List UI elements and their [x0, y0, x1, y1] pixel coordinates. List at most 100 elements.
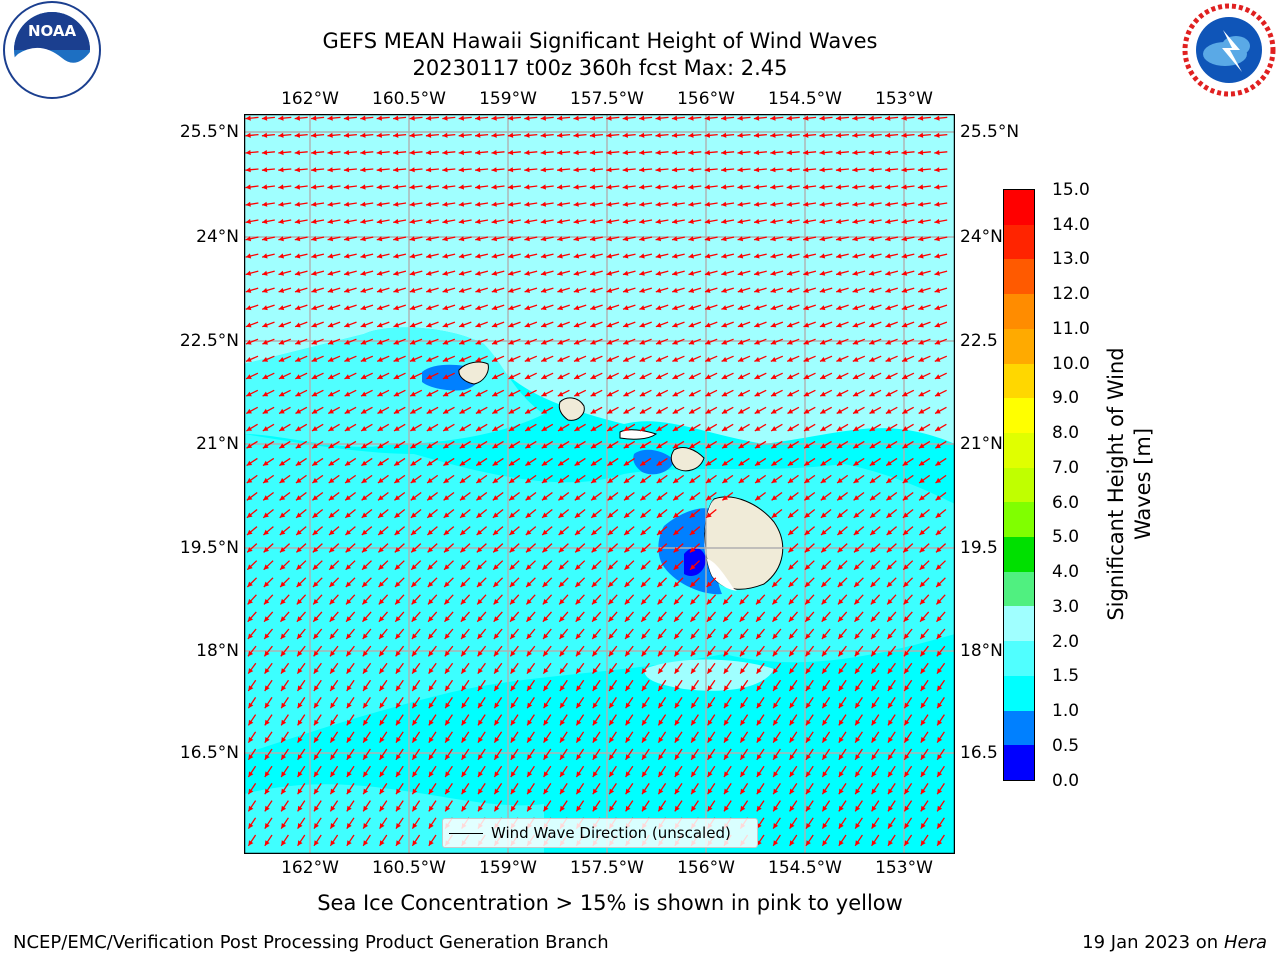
wave-direction-arrowhead: [623, 322, 629, 328]
wave-direction-arrowhead: [245, 184, 251, 190]
wave-direction-arrowhead: [609, 668, 614, 674]
wave-direction-arrowhead: [360, 201, 366, 207]
wave-direction-arrowhead: [822, 737, 828, 743]
map-frame: [243, 113, 956, 855]
wave-direction-arrowhead: [592, 788, 598, 795]
wave-direction-arrowhead: [444, 650, 450, 657]
wave-direction-arrowhead: [721, 115, 727, 121]
wave-direction-arrowhead: [460, 581, 466, 587]
island-maui: [670, 447, 705, 472]
wave-direction-arrowhead: [458, 201, 465, 207]
wave-direction-arrowhead: [458, 253, 465, 259]
wave-direction-arrowhead: [721, 253, 727, 259]
wave-direction-arrowhead: [491, 115, 497, 121]
wave-direction-arrowhead: [296, 495, 302, 501]
wave-direction-arrowhead: [425, 167, 432, 173]
wave-direction-arrowhead: [377, 477, 384, 483]
wave-direction-arrowhead: [475, 339, 482, 345]
wave-direction-arrowhead: [822, 685, 828, 691]
wave-direction-arrowhead: [838, 788, 844, 795]
wave-direction-arrowhead: [772, 598, 778, 605]
wave-direction-arrowhead: [671, 167, 678, 173]
wave-direction-arrowhead: [393, 357, 400, 362]
wave-direction-arrowhead: [836, 287, 842, 293]
wave-direction-arrowhead: [426, 253, 432, 259]
wave-direction-arrowhead: [754, 374, 761, 379]
wave-direction-arrowhead: [789, 771, 795, 777]
noaa-logo: NOAA: [0, 0, 104, 100]
wave-direction-arrowhead: [885, 167, 891, 173]
wave-direction-arrowhead: [819, 287, 826, 293]
wave-direction-arrowhead: [852, 115, 858, 121]
wave-direction-arrowhead: [871, 840, 877, 846]
wave-direction-arrowhead: [753, 115, 760, 121]
wave-direction-arrowhead: [540, 167, 546, 173]
wave-direction-arrowhead: [376, 236, 383, 242]
wave-direction-arrowhead: [721, 287, 727, 293]
wave-direction-arrowhead: [705, 287, 711, 293]
wave-direction-arrowhead: [885, 305, 891, 311]
wave-direction-arrowhead: [560, 702, 565, 709]
wave-direction-arrowhead: [591, 529, 597, 535]
wave-direction-arrowhead: [688, 236, 694, 242]
wave-direction-arrowhead: [838, 685, 844, 691]
wave-direction-arrowhead: [903, 547, 909, 553]
island-kauai: [458, 361, 489, 385]
wave-direction-arrowhead: [394, 547, 401, 553]
wave-direction-arrowhead: [690, 598, 696, 605]
wave-direction-arrowhead: [264, 668, 270, 674]
wave-direction-arrowhead: [396, 719, 401, 726]
wave-direction-arrowhead: [624, 581, 630, 587]
wave-direction-arrowhead: [508, 357, 515, 362]
wave-direction-arrowhead: [458, 184, 464, 190]
wave-direction-arrowhead: [345, 477, 351, 483]
wave-direction-arrowhead: [343, 184, 350, 190]
wave-direction-arrowhead: [363, 702, 369, 709]
wave-direction-arrowhead: [344, 357, 351, 362]
colorbar-label-line2: Waves [m]: [1131, 427, 1155, 541]
wave-direction-arrowhead: [459, 357, 465, 362]
wave-direction-arrowhead: [936, 598, 942, 605]
wave-direction-arrowhead: [770, 115, 776, 121]
wave-direction-arrowhead: [330, 823, 336, 829]
wave-direction-arrowhead: [888, 737, 893, 743]
wave-direction-arrowhead: [691, 685, 697, 691]
wave-direction-arrowhead: [262, 374, 269, 379]
wave-direction-arrowhead: [297, 805, 303, 812]
wave-direction-arrowhead: [639, 115, 645, 121]
wave-direction-arrowhead: [886, 426, 892, 431]
wave-direction-arrowhead: [625, 702, 631, 709]
wave-direction-arrowhead: [903, 616, 909, 622]
wave-direction-arrowhead: [541, 357, 547, 362]
wave-direction-arrowhead: [475, 391, 482, 397]
wave-direction-arrowhead: [295, 408, 302, 414]
colorbar-bin: [1004, 398, 1034, 433]
wave-direction-arrowhead: [770, 374, 777, 379]
wave-direction-arrowhead: [936, 633, 942, 639]
wave-direction-arrowhead: [492, 357, 498, 362]
wave-direction-arrowhead: [658, 719, 664, 726]
wave-direction-arrowhead: [871, 719, 877, 726]
wave-direction-arrowhead: [920, 598, 926, 605]
wave-direction-arrowhead: [442, 253, 448, 259]
wave-direction-arrowhead: [296, 512, 302, 518]
wave-direction-arrowhead: [869, 322, 875, 328]
wave-direction-arrowhead: [868, 270, 875, 276]
wave-direction-arrowhead: [756, 805, 762, 812]
wave-direction-arrowhead: [754, 305, 760, 311]
wave-direction-arrowhead: [673, 581, 680, 587]
wave-direction-arrowhead: [835, 150, 842, 156]
wave-direction-arrowhead: [590, 236, 596, 242]
wave-direction-arrowhead: [246, 408, 252, 414]
wave-direction-arrowhead: [278, 357, 285, 362]
wave-direction-arrowhead: [756, 702, 762, 709]
wave-direction-arrowhead: [459, 391, 465, 397]
wave-direction-arrowhead: [557, 322, 564, 328]
wave-direction-arrowhead: [609, 771, 615, 777]
wave-direction-arrowhead: [297, 840, 303, 846]
lat-tick-left: 25.5°N: [179, 122, 239, 142]
legend-line-icon: [449, 832, 483, 834]
chart-title-line2: 20230117 t00z 360h fcst Max: 2.45: [412, 56, 788, 80]
wave-direction-arrowhead: [590, 253, 596, 259]
wave-direction-arrowhead: [737, 218, 743, 224]
